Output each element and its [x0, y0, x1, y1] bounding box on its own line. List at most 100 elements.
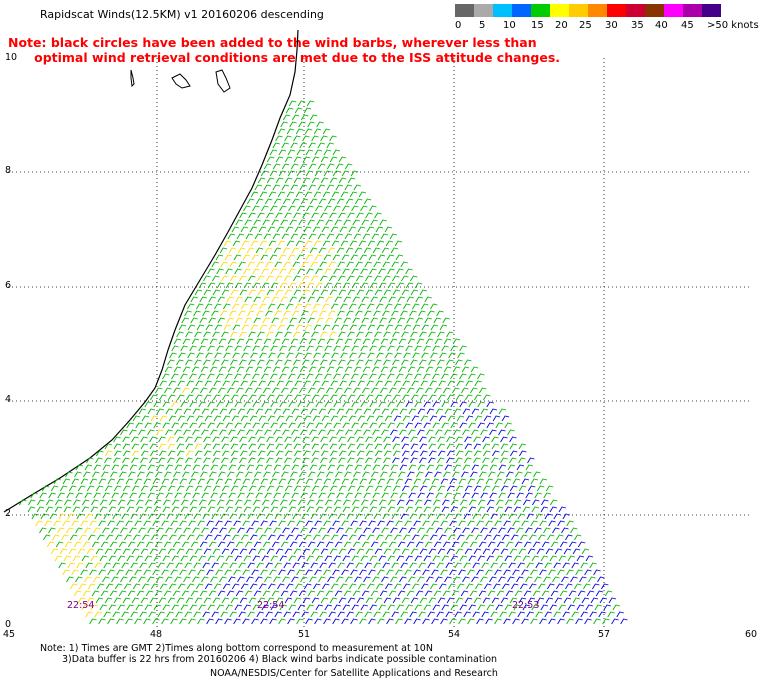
wind-barb — [168, 415, 177, 422]
wind-barb — [369, 506, 378, 513]
wind-barb — [344, 471, 352, 478]
wind-barb — [470, 387, 478, 394]
wind-barb — [410, 436, 418, 443]
wind-barb — [90, 604, 99, 611]
wind-barb — [354, 198, 363, 205]
wind-barb — [105, 450, 113, 457]
wind-barb — [250, 303, 258, 310]
wind-barb — [126, 604, 135, 611]
wind-barb — [471, 408, 480, 415]
wind-barb — [89, 520, 97, 527]
wind-barb — [318, 198, 327, 205]
wind-barb — [568, 541, 577, 548]
wind-barb — [297, 205, 305, 212]
wind-barb — [149, 485, 158, 492]
wind-barb — [93, 464, 102, 471]
wind-barb — [357, 226, 366, 233]
wind-barb — [336, 576, 344, 583]
wind-barb — [185, 548, 194, 555]
wind-barb — [423, 373, 431, 380]
wind-barb — [488, 471, 496, 478]
wind-barb — [335, 471, 343, 478]
wind-barb — [314, 149, 323, 156]
wind-barb — [391, 261, 399, 268]
wind-barb — [496, 590, 505, 597]
wind-barb — [427, 310, 435, 317]
wind-barb — [269, 478, 278, 485]
wind-barb — [237, 492, 245, 499]
credit-line: NOAA/NESDIS/Center for Satellite Applica… — [210, 668, 498, 679]
wind-barb — [439, 583, 447, 590]
wind-barb — [324, 401, 332, 408]
wind-barb — [50, 548, 59, 555]
wind-barb — [450, 373, 458, 380]
wind-barb — [226, 590, 235, 597]
wind-barb — [338, 443, 347, 450]
wind-barb — [83, 471, 91, 478]
wind-barb — [354, 576, 362, 583]
wind-barb — [260, 520, 268, 527]
wind-barb — [266, 436, 274, 443]
wind-barb — [507, 492, 515, 499]
wind-barb — [400, 261, 408, 268]
wind-barb — [234, 604, 243, 611]
wind-barb — [418, 310, 426, 317]
wind-barb — [293, 597, 302, 604]
wind-barb — [314, 520, 322, 527]
wind-barb — [325, 219, 333, 226]
wind-barb — [312, 380, 320, 387]
wind-barb — [574, 534, 582, 541]
wind-barb — [388, 541, 397, 548]
wind-barb — [556, 583, 564, 590]
wind-barb — [571, 611, 579, 618]
wind-barb — [188, 569, 196, 576]
wind-barb — [297, 604, 306, 611]
wind-barb — [399, 492, 407, 499]
wind-barb — [217, 590, 226, 597]
wind-barb — [500, 436, 508, 443]
wind-barb — [241, 534, 249, 541]
wind-barb — [406, 541, 415, 548]
wind-barb — [333, 282, 342, 289]
wind-barb — [598, 611, 606, 618]
wind-barb — [431, 520, 439, 527]
wind-barb — [346, 611, 354, 618]
wind-barb — [180, 422, 188, 429]
wind-barb — [320, 485, 329, 492]
wind-barb — [550, 590, 559, 597]
wind-barb — [329, 359, 337, 366]
wind-barb — [347, 177, 356, 184]
wind-barb — [269, 520, 277, 527]
wind-barb — [212, 436, 220, 443]
wind-barb — [212, 597, 221, 604]
wind-barb — [405, 373, 413, 380]
wind-barb — [484, 534, 492, 541]
wind-barb — [312, 394, 320, 401]
wind-barb — [263, 338, 272, 345]
wind-barb — [534, 576, 542, 583]
wind-barb — [389, 366, 398, 373]
wind-barb — [324, 282, 333, 289]
wind-barb — [130, 562, 138, 569]
wind-barb — [328, 611, 336, 618]
wind-barb — [489, 527, 497, 534]
lat-tick-8: 8 — [5, 165, 12, 176]
wind-barb — [283, 513, 292, 520]
wind-barb — [371, 387, 379, 394]
wind-barb — [116, 569, 124, 576]
wind-barb — [267, 226, 276, 233]
wind-barb — [445, 513, 454, 520]
wind-barb — [231, 415, 240, 422]
wind-barb — [338, 289, 347, 296]
wind-barb — [178, 534, 186, 541]
wind-barb — [395, 478, 404, 485]
wind-barb — [396, 401, 404, 408]
wind-barb — [333, 373, 341, 380]
wind-barb — [243, 282, 252, 289]
wind-barb — [374, 331, 382, 338]
wind-barb — [363, 576, 371, 583]
wind-barb — [447, 394, 455, 401]
wind-barb — [291, 429, 299, 436]
wind-barb — [530, 478, 539, 485]
wind-barb — [620, 618, 628, 625]
